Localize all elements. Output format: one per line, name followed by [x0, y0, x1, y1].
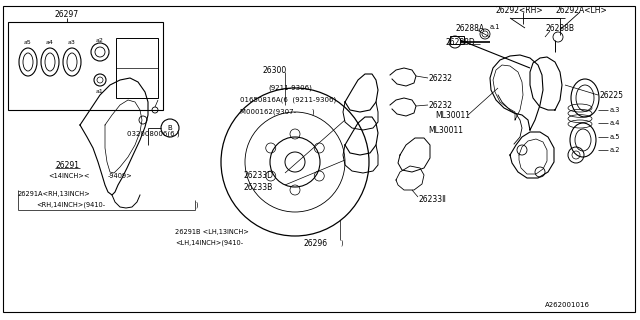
- Text: 26292<RH>: 26292<RH>: [495, 5, 543, 14]
- Text: a3: a3: [68, 39, 76, 44]
- Text: ): ): [195, 202, 198, 208]
- Text: <LH,14INCH>(9410-: <LH,14INCH>(9410-: [175, 240, 243, 246]
- Text: 26296: 26296: [303, 238, 327, 247]
- Text: a.1: a.1: [490, 24, 500, 30]
- Text: M000162(9307-       ): M000162(9307- ): [240, 109, 315, 115]
- Text: B: B: [168, 125, 172, 131]
- Text: 26297: 26297: [55, 10, 79, 19]
- Text: 032008006(6 ): 032008006(6 ): [127, 131, 180, 137]
- Text: 26233B: 26233B: [243, 182, 272, 191]
- Text: 26288D: 26288D: [445, 37, 475, 46]
- Text: (9211-9306): (9211-9306): [268, 85, 312, 91]
- Text: A262001016: A262001016: [545, 302, 590, 308]
- Text: 26291: 26291: [55, 161, 79, 170]
- Text: 26232: 26232: [428, 100, 452, 109]
- Bar: [116, 38, 158, 98]
- Text: 26288B: 26288B: [546, 23, 575, 33]
- Text: a.2: a.2: [610, 147, 621, 153]
- Text: 26225: 26225: [600, 91, 624, 100]
- Text: a4: a4: [46, 39, 54, 44]
- Text: <14INCH><: <14INCH><: [48, 173, 90, 179]
- Text: 26233D: 26233D: [243, 171, 273, 180]
- Text: 26291B <LH,13INCH>: 26291B <LH,13INCH>: [175, 229, 249, 235]
- Text: a1: a1: [96, 89, 104, 93]
- Text: 26300: 26300: [262, 66, 286, 75]
- Bar: [450, 36, 464, 44]
- Text: 26233Ⅱ: 26233Ⅱ: [418, 196, 446, 204]
- Text: ): ): [340, 240, 342, 246]
- Text: a.4: a.4: [610, 120, 621, 126]
- Text: <RH,14INCH>(9410-: <RH,14INCH>(9410-: [36, 202, 105, 208]
- Text: 01650816A(6  (9211-9306): 01650816A(6 (9211-9306): [240, 97, 336, 103]
- Text: a2: a2: [96, 37, 104, 43]
- Text: ML30011: ML30011: [435, 110, 470, 119]
- Text: a5: a5: [24, 39, 32, 44]
- Text: 26292A<LH>: 26292A<LH>: [556, 5, 608, 14]
- Text: a.3: a.3: [610, 107, 620, 113]
- Text: a.5: a.5: [610, 134, 621, 140]
- Text: -9409>: -9409>: [108, 173, 132, 179]
- Bar: [8, 22, 163, 110]
- Text: 26288A: 26288A: [455, 23, 484, 33]
- Text: ML30011: ML30011: [428, 125, 463, 134]
- Text: 26291A<RH,13INCH>: 26291A<RH,13INCH>: [18, 191, 91, 197]
- Text: 26232: 26232: [428, 74, 452, 83]
